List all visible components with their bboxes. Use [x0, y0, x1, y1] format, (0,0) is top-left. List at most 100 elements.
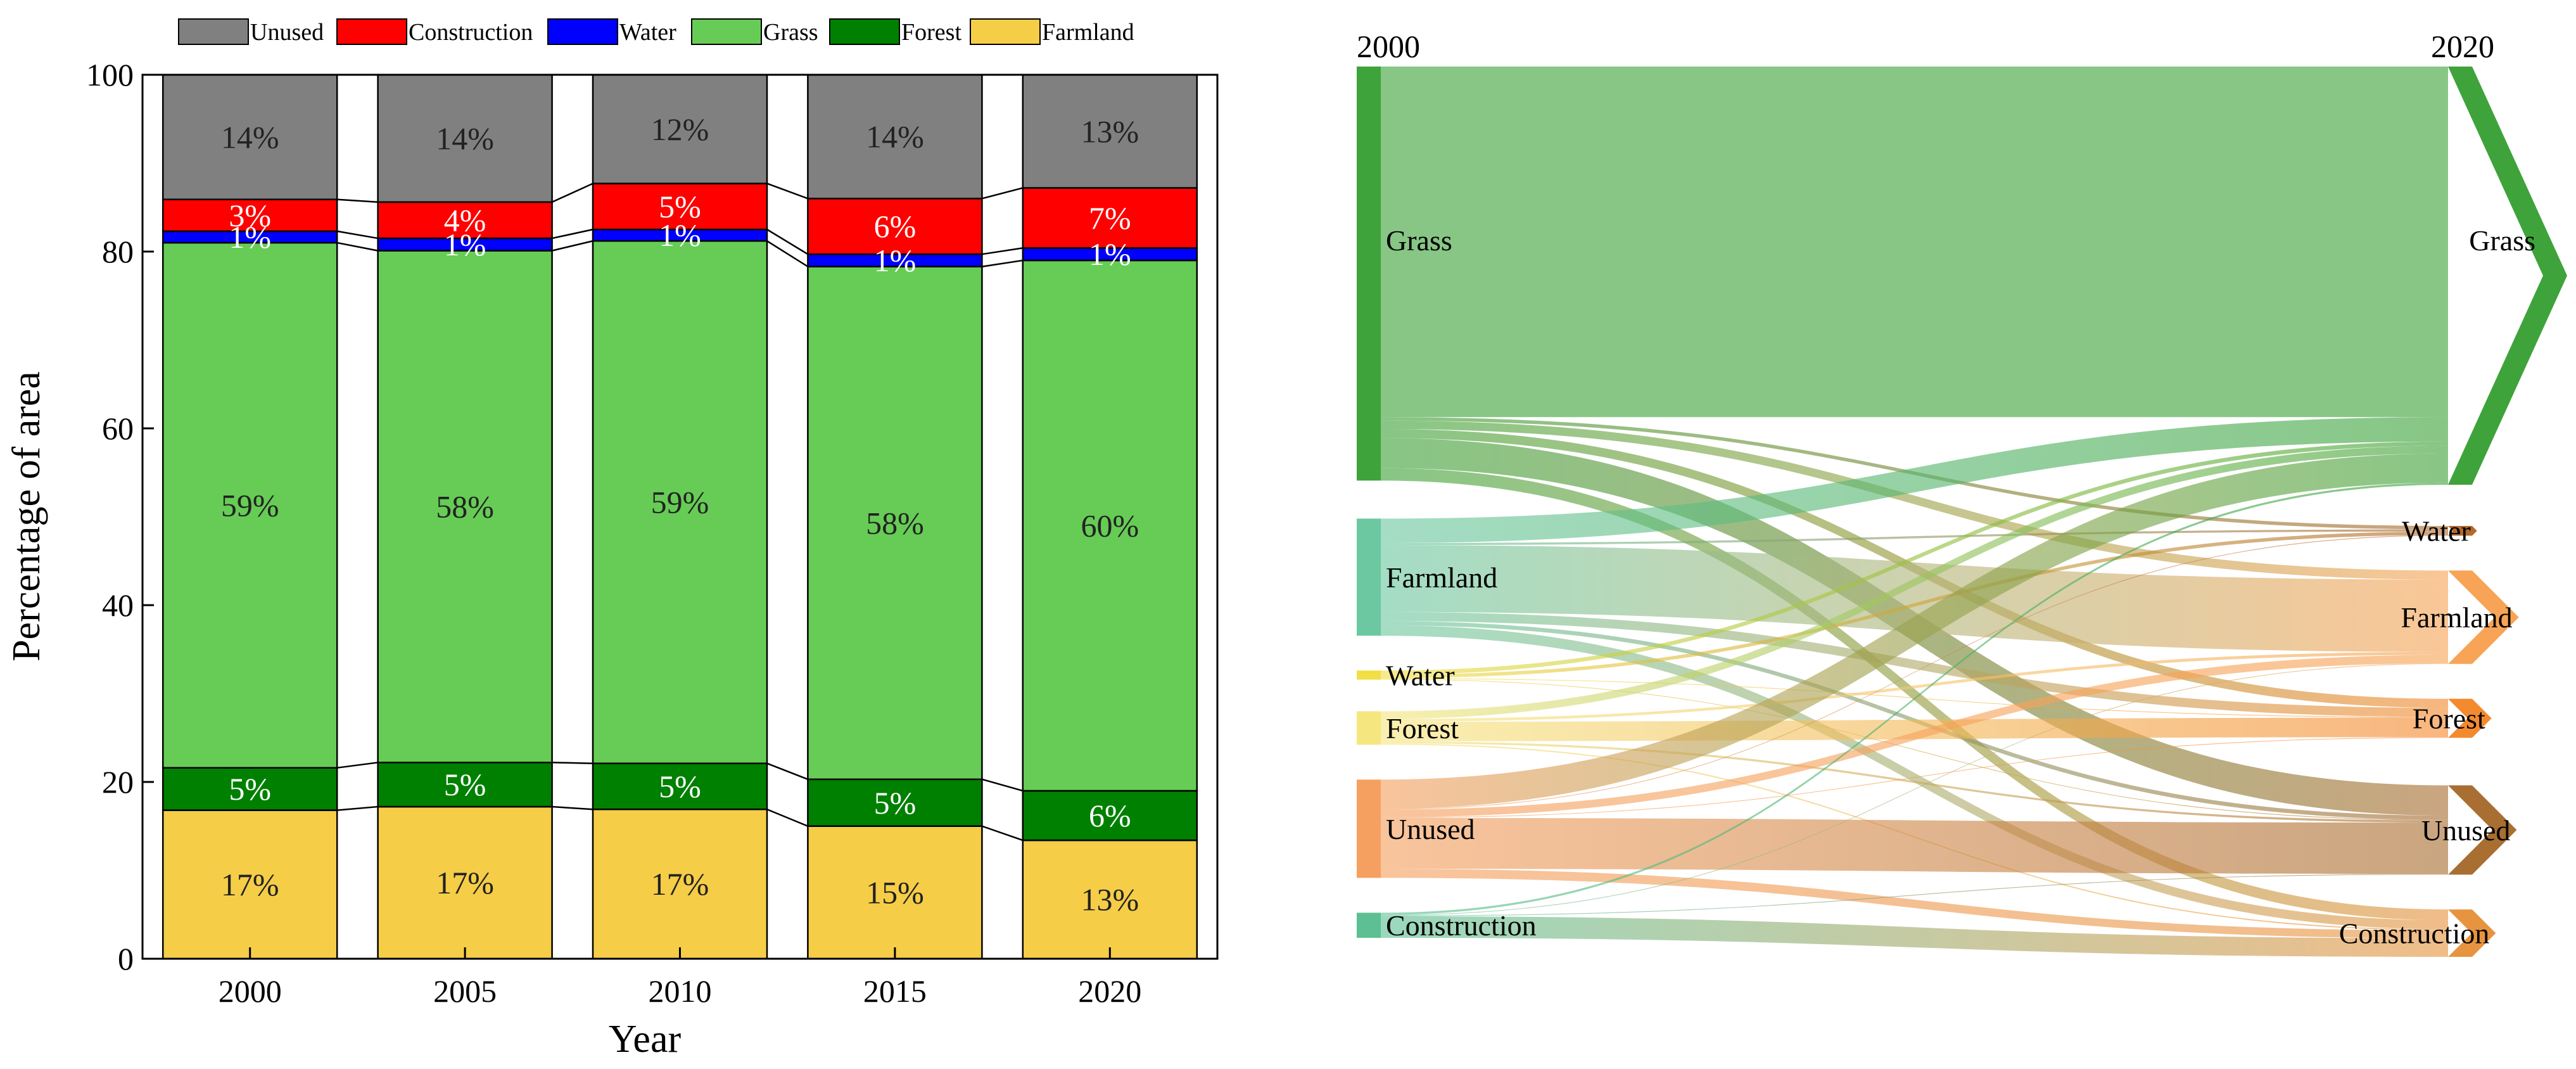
flow-construction-to-unused [1381, 874, 2448, 916]
flow-construction-to-farmland [1381, 663, 2448, 916]
connector-line [552, 240, 593, 252]
bar-unused-2005 [377, 74, 553, 203]
right-node-label-grass: Grass [2469, 224, 2535, 257]
flow-forest-to-grass [1381, 445, 2448, 719]
connector-line [766, 762, 808, 780]
bar-label-forest-2005: 5% [444, 767, 486, 802]
legend-swatch-unused [178, 18, 249, 45]
legend-swatch-farmland [970, 18, 1041, 45]
bar-forest-2020 [1022, 790, 1198, 842]
bar-construction-2015 [807, 198, 983, 255]
legend-swatch-grass [691, 18, 762, 45]
bar-forest-2010 [592, 762, 768, 810]
connector-line [982, 778, 1024, 792]
bar-label-water-2020: 1% [1089, 236, 1131, 272]
bar-label-unused-2000: 14% [221, 119, 279, 155]
bar-label-construction-2015: 6% [874, 208, 917, 244]
bar-grass-2015 [807, 266, 983, 781]
bar-forest-2000 [162, 767, 338, 811]
flow-construction-to-construction [1381, 916, 2448, 957]
bar-farmland-2000 [162, 809, 338, 960]
bar-unused-2020 [1022, 74, 1198, 189]
right-node-label-unused: Unused [2421, 814, 2511, 847]
connector-line [981, 825, 1024, 842]
flow-water-to-unused [1381, 679, 2448, 821]
legend-label-farmland: Farmland [1042, 19, 1134, 46]
bar-forest-2005 [377, 762, 553, 808]
bar-farmland-2015 [807, 825, 983, 960]
bar-farmland-2010 [592, 808, 768, 960]
connector-line [552, 228, 593, 240]
connector-line [982, 247, 1023, 255]
legend-label-water: Water [619, 19, 676, 46]
flow-water-to-grass [1381, 441, 2448, 675]
legend-label-construction: Construction [409, 19, 533, 46]
left-node-label-unused: Unused [1386, 813, 1475, 845]
right-node-label-construction: Construction [2339, 918, 2490, 950]
sankey-right-year: 2020 [2431, 29, 2494, 64]
x-tick-label-2010: 2010 [649, 973, 712, 1009]
bar-connector-lines [336, 182, 1024, 842]
x-tick-label-2020: 2020 [1078, 973, 1141, 1009]
right-node-unused [2448, 785, 2517, 875]
bar-label-construction-2020: 7% [1089, 200, 1131, 236]
x-tick-label-2015: 2015 [863, 973, 927, 1009]
bar-label-farmland-2020: 13% [1081, 882, 1139, 918]
legend-swatch-forest [829, 18, 900, 45]
flow-farmland-to-farmland [1381, 545, 2448, 652]
bar-label-forest-2000: 5% [229, 771, 271, 807]
bar-label-water-2015: 1% [874, 243, 917, 278]
bar-label-farmland-2005: 17% [436, 865, 494, 900]
connector-line [337, 198, 378, 203]
bar-unused-2000 [162, 74, 338, 200]
bar-data-labels: 17%5%59%1%3%14%17%5%58%1%4%14%17%5%59%1%… [221, 112, 1139, 918]
connector-line [552, 805, 593, 810]
sankey-left-year: 2000 [1357, 29, 1420, 64]
flow-grass-to-grass [1381, 67, 2448, 418]
x-tick-label-2005: 2005 [433, 973, 497, 1009]
connector-line [766, 182, 808, 200]
y-axis-title: Percentage of area [5, 371, 48, 662]
flow-unused-to-water [1381, 535, 2448, 810]
left-node-water [1357, 670, 1381, 680]
y-tick-label: 100 [86, 57, 134, 93]
bar-construction-2005 [377, 201, 553, 240]
connector-line [766, 229, 809, 255]
y-tick-label: 60 [102, 411, 134, 446]
bar-grass-2010 [592, 240, 768, 764]
y-tick-label: 0 [118, 941, 134, 976]
bar-label-grass-2020: 60% [1081, 508, 1139, 543]
bar-segments [162, 74, 1198, 960]
right-node-water [2448, 526, 2477, 536]
bar-label-grass-2010: 59% [651, 484, 709, 520]
y-tick-label: 80 [102, 234, 134, 269]
left-node-grass [1357, 67, 1381, 481]
bar-construction-2000 [162, 198, 338, 233]
bar-label-farmland-2015: 15% [866, 874, 924, 910]
stacked-bar-chart: 17%5%59%1%3%14%17%5%58%1%4%14%17%5%59%1%… [5, 18, 1219, 1061]
right-node-label-water: Water [2402, 515, 2471, 547]
y-tick-label: 40 [102, 587, 134, 623]
bar-label-construction-2010: 5% [659, 189, 701, 224]
legend: Unused Construction Water Grass Forest Farmla… [178, 18, 1134, 46]
right-node-grass [2448, 67, 2567, 485]
bar-grass-2000 [162, 241, 338, 769]
bar-construction-2010 [592, 182, 768, 231]
left-node-unused [1357, 779, 1381, 878]
connector-line [552, 762, 593, 764]
left-node-label-construction: Construction [1386, 909, 1537, 942]
bar-grass-2005 [377, 250, 553, 764]
flow-construction-to-grass [1381, 482, 2448, 915]
flow-forest-to-unused [1381, 741, 2448, 823]
left-node-label-forest: Forest [1386, 712, 1459, 745]
axes: 0 20 40 60 80 100 2000 2005 2010 2015 2020 [86, 57, 1141, 1009]
left-node-label-water: Water [1386, 659, 1455, 691]
flow-unused-to-grass [1381, 453, 2448, 809]
bar-grass-2020 [1022, 259, 1198, 792]
x-tick-label-2000: 2000 [219, 973, 282, 1009]
connector-line [552, 182, 593, 203]
right-node-label-farmland: Farmland [2401, 601, 2512, 634]
connector-line [336, 230, 378, 240]
bar-label-grass-2015: 58% [866, 505, 924, 541]
legend-label-grass: Grass [763, 19, 818, 46]
